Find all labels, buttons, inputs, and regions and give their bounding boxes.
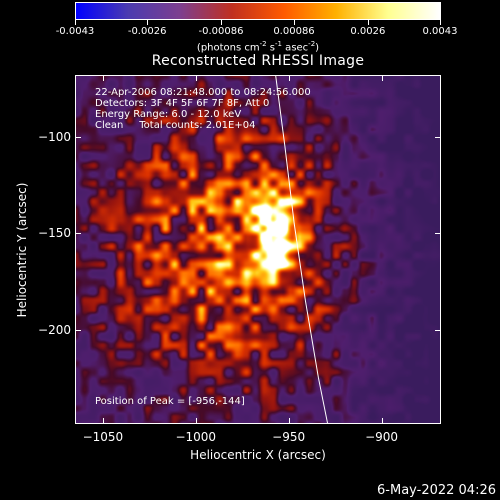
y-axis-tick	[75, 233, 81, 235]
y-axis-tick-label: −200	[38, 322, 71, 337]
solar-limb-overlay	[275, 75, 329, 424]
x-axis-tick-top	[288, 75, 290, 81]
y-axis-tick	[75, 136, 81, 138]
colorbar-tick-label: 0.0026	[350, 26, 386, 37]
annotation-energy-range: Energy Range: 6.0 - 12.0 keV	[95, 109, 242, 120]
colorbar-tick-label: -0.0043	[55, 26, 95, 37]
colorbar-units: (photons cm-2 s-1 asec-2)	[196, 40, 320, 54]
colorbar	[75, 2, 441, 20]
x-axis-tick	[381, 418, 383, 424]
colorbar-tick	[440, 20, 441, 25]
annotation-detectors: Detectors: 3F 4F 5F 6F 7F 8F, Att 0	[95, 98, 270, 109]
colorbar-tick-label: 0.00086	[273, 26, 315, 37]
colorbar-tick	[221, 20, 222, 25]
y-axis-tick-right	[435, 329, 441, 331]
x-axis-tick	[288, 418, 290, 424]
x-axis-tick-label: −900	[365, 430, 399, 444]
annotation-clean-counts: Clean Total counts: 2.01E+04	[95, 120, 256, 131]
plot-title: Reconstructed RHESSI Image	[151, 53, 365, 69]
x-axis-tick-top	[381, 75, 383, 81]
x-axis-tick	[195, 418, 197, 424]
colorbar-tick-label: 0.0043	[422, 26, 458, 37]
x-axis-tick-label: −1050	[82, 430, 124, 444]
colorbar-tick-label: -0.00086	[198, 26, 244, 37]
x-axis-tick-label: −950	[272, 430, 306, 444]
y-axis-tick	[75, 329, 81, 331]
y-axis-title: Heliocentric Y (arcsec)	[15, 182, 29, 318]
x-axis-title: Heliocentric X (arcsec)	[190, 448, 326, 462]
x-axis-tick-top	[195, 75, 197, 81]
colorbar-tick	[75, 20, 76, 25]
image-plot-area: 22-Apr-2006 08:21:48.000 to 08:24:56.000…	[75, 75, 441, 424]
timestamp: 6-May-2022 04:26	[377, 483, 496, 498]
y-axis-tick-right	[435, 136, 441, 138]
y-axis-tick-label: −150	[38, 226, 71, 241]
colorbar-tick	[367, 20, 369, 25]
x-axis-tick	[102, 418, 104, 424]
colorbar-tick	[147, 20, 149, 25]
annotation-time-range: 22-Apr-2006 08:21:48.000 to 08:24:56.000	[95, 87, 311, 98]
solar-limb-line	[275, 75, 329, 424]
y-axis-tick-right	[435, 233, 441, 235]
colorbar-gradient	[76, 3, 440, 19]
rhessi-heatmap-canvas	[75, 75, 441, 424]
x-axis-tick-top	[102, 75, 104, 81]
colorbar-tick-label: -0.0026	[127, 26, 167, 37]
annotation-peak-position: Position of Peak = [-956,-144]	[95, 396, 245, 407]
colorbar-tick	[294, 20, 295, 25]
y-axis-tick-label: −100	[38, 129, 71, 144]
x-axis-tick-label: −1000	[175, 430, 217, 444]
